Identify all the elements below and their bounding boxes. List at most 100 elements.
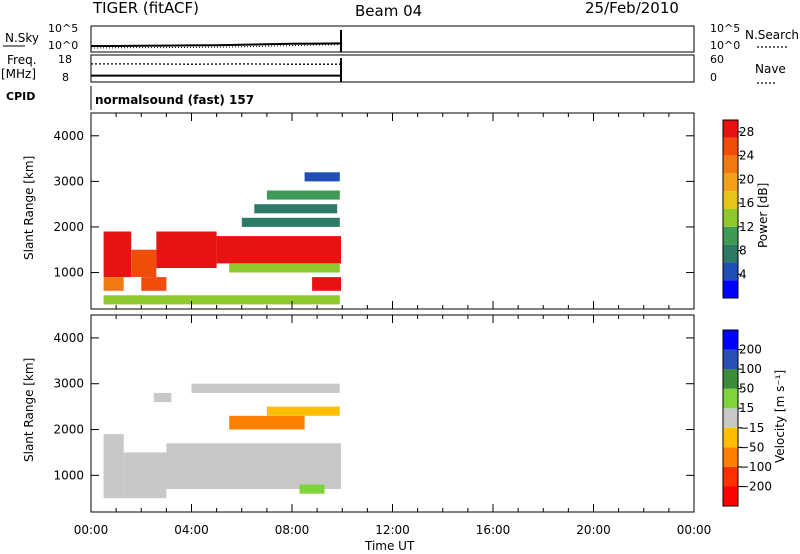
x-tick-label: 16:00 [476,523,511,537]
colorbar-tick-label: 100 [739,362,762,376]
colorbar-tick-label: −15 [739,421,764,435]
cpid-label: CPID [6,90,35,103]
scatter-cell [191,383,340,393]
scatter-cell [141,277,167,291]
y-tick-label: 3000 [53,377,84,391]
x-tick-label: 20:00 [576,523,611,537]
power-colorbar-swatch [723,209,738,227]
x-tick-label: 00:00 [74,523,109,537]
power-colorbar-frame [722,119,739,299]
nsky-right-tick-bottom: 10^0 [710,39,740,52]
nsky-panel: N.Sky 10^5 10^0 10^5 10^0 N.Search [3,22,799,53]
velocity-colorbar-swatch [723,349,738,370]
scatter-cell [304,172,340,182]
scatter-cell [266,406,340,416]
scatter-cell [229,415,305,430]
velocity-panel: 1000 2000 3000 4000 00:00 04:00 08:00 12:00 16:… [22,314,787,553]
velocity-colorbar-swatch [723,486,738,506]
scatter-cell [156,231,217,268]
power-colorbar-swatch [723,244,738,263]
scatter-cell [312,277,341,291]
nave-label: Nave [755,62,786,76]
colorbar-tick-label: 12 [739,220,754,234]
power-colorbar-swatch [723,280,738,298]
power-heatmap [103,172,341,305]
velocity-colorbar-swatch [723,447,738,467]
cpid-text: normalsound (fast) 157 [95,93,254,107]
velocity-colorbar-frame [722,329,739,507]
x-tick-label: 12:00 [375,523,410,537]
velocity-heatmap [103,383,341,499]
colorbar-tick-label: 20 [739,172,754,186]
nsearch-label: N.Search [745,28,799,42]
freq-label-top: Freq. [7,53,37,67]
colorbar-tick-label: 4 [739,267,747,281]
freq-label-bottom: [MHz] [1,67,36,81]
nsky-label: N.Sky [5,31,39,45]
nsky-right-tick-top: 10^5 [710,22,740,35]
scatter-cell [103,231,132,278]
scatter-cell [131,249,157,277]
colorbar-tick-label: 28 [739,125,754,139]
colorbar-tick-label: 16 [739,196,754,210]
scatter-cell [266,190,340,200]
velocity-colorbar-label: Velocity [m s⁻¹] [773,370,787,463]
beam-title: Beam 04 [355,2,422,20]
freq-right-tick-top: 60 [710,53,724,66]
date-title: 25/Feb/2010 [585,0,679,17]
y-tick-label: 4000 [53,331,84,345]
scatter-cell [103,295,340,305]
y-tick-label: 3000 [53,174,84,188]
x-tick-label: 00:00 [677,523,712,537]
scatter-cell [299,484,325,494]
nsky-line-0 [91,42,342,47]
scatter-cell [103,434,124,499]
x-axis-label: Time UT [364,539,415,553]
colorbar-tick-label: −200 [739,479,772,493]
scatter-cell [166,443,341,490]
velocity-colorbar-swatch [723,408,738,428]
velocity-colorbar: 200 100 50 15 −15 −50 −100 −200 [722,329,772,507]
y-tick-label: 2000 [53,220,84,234]
station-title: TIGER (fitACF) [92,0,199,17]
velocity-y-axis: 1000 2000 3000 4000 [53,331,694,482]
power-colorbar-swatch [723,137,738,156]
colorbar-tick-label: −100 [739,460,772,474]
scatter-cell [254,204,338,214]
colorbar-tick-label: 200 [739,343,762,357]
freq-right-tick-bottom: 0 [710,71,717,84]
power-colorbar-swatch [723,173,738,192]
y-tick-label: 1000 [53,468,84,482]
velocity-colorbar-swatch [723,427,738,448]
scatter-cell [153,392,172,403]
y-tick-label: 1000 [53,266,84,280]
x-tick-label: 08:00 [275,523,310,537]
power-ylabel: Slant Range [km] [22,156,36,260]
colorbar-tick-label: 24 [739,149,754,163]
y-tick-label: 4000 [53,129,84,143]
power-colorbar-swatch [723,226,738,245]
colorbar-tick-label: −50 [739,440,764,454]
velocity-colorbar-swatch [723,330,738,350]
power-colorbar-swatch [723,120,738,138]
scatter-cell [103,277,124,291]
velocity-ylabel: Slant Range [km] [22,358,36,462]
scatter-cell [229,263,340,273]
power-panel: 1000 2000 3000 4000 Slant Range [km] 4 8 12 16… [22,112,770,310]
velocity-colorbar-swatch [723,369,738,389]
power-colorbar-swatch [723,262,738,281]
freq-left-tick-bottom: 8 [62,71,69,84]
power-y-axis: 1000 2000 3000 4000 [53,129,694,280]
nsky-left-tick-top: 10^5 [48,22,78,35]
velocity-colorbar-swatch [723,388,738,409]
y-tick-label: 2000 [53,423,84,437]
colorbar-tick-label: 15 [739,401,754,415]
power-colorbar: 4 8 12 16 20 24 28 [722,119,754,299]
scatter-cell [254,245,341,255]
colorbar-tick-label: 50 [739,382,754,396]
colorbar-tick-label: 8 [739,244,747,258]
power-colorbar-swatch [723,191,738,209]
scatter-cell [241,217,340,227]
power-colorbar-swatch [723,155,738,174]
power-colorbar-label: Power [dB] [756,183,770,248]
